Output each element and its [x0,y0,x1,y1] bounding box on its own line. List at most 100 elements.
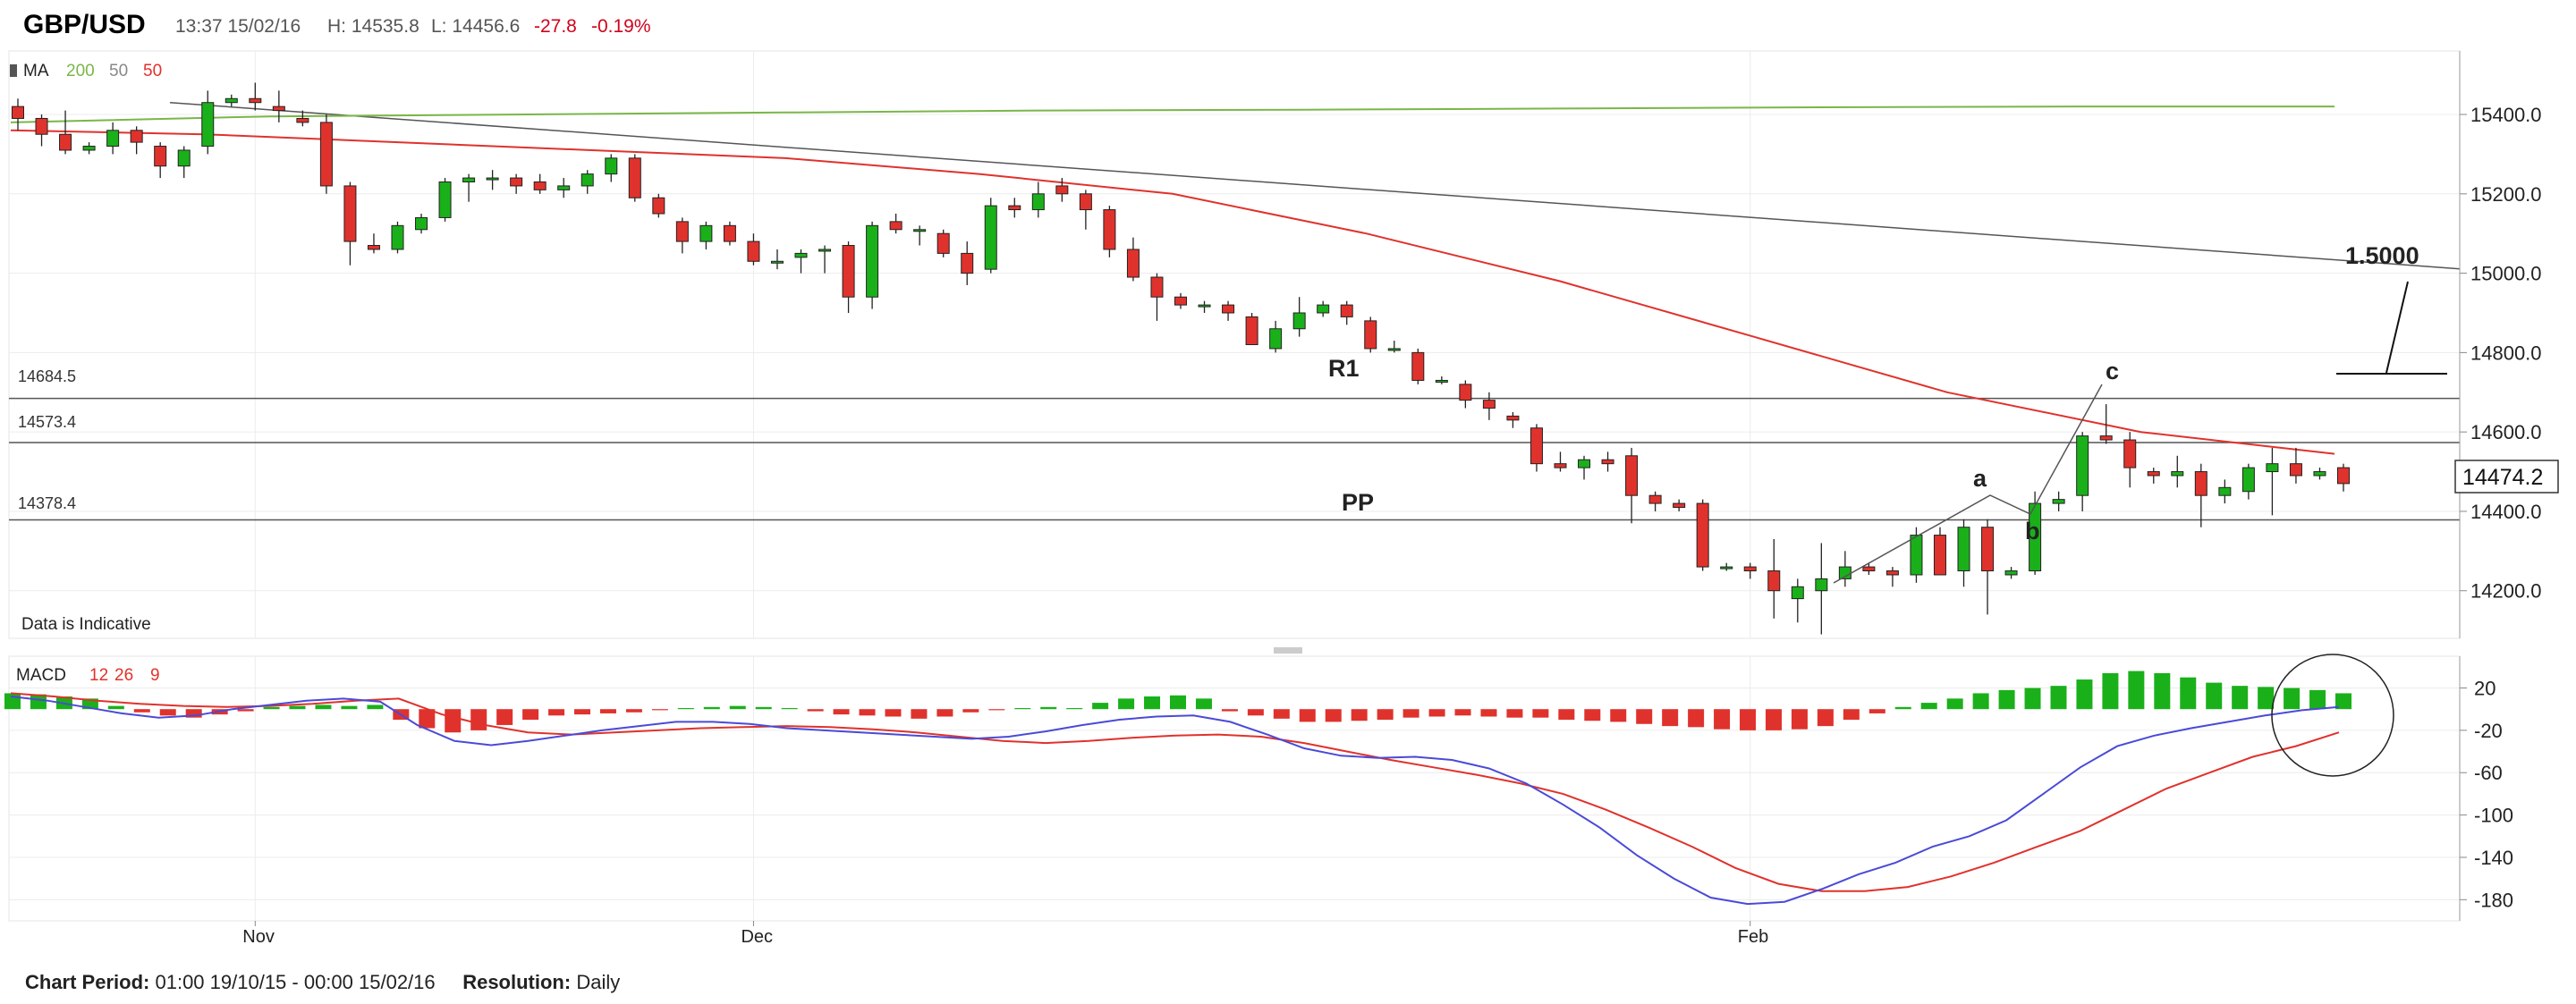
macd-bar-59 [1532,709,1549,718]
downtrend-line [169,101,2461,270]
candle-body-94 [2241,467,2255,493]
ma-legend-icon [10,64,17,77]
price-axis: 15400.0 15200.0 15000.0 14800.0 14600.0 14400… [2459,51,2542,638]
macd-bar-89 [2309,689,2326,710]
macd-bar-38 [988,709,1005,711]
candle-body-49 [1174,296,1187,306]
candle-body-58 [1387,348,1401,351]
candle-body-5 [130,130,143,143]
candle-body-51 [1222,304,1235,314]
candle-body-17 [415,216,428,231]
symbol-title: GBP/USD [23,10,146,39]
wave-a-label: a [1973,465,1987,492]
macd-legend-fast: 12 [89,666,108,685]
candle-body-16 [391,224,404,250]
indicative-note: Data is Indicative [21,615,151,634]
x-tick-label-0: Nov [242,927,275,947]
macd-bar-46 [1195,698,1212,710]
macd-bar-27 [703,706,720,710]
candle-body-61 [1459,384,1472,401]
macd-bar-22 [574,709,591,715]
y-tick-label-6: 14200.0 [2470,580,2542,603]
macd-legend-label: MACD [16,666,66,685]
candle-body-3 [82,146,96,151]
candle-body-85 [2029,502,2042,572]
y-tick-label-1: 15200.0 [2470,183,2542,206]
macd-bar-54 [1402,709,1419,718]
candle-body-57 [1364,320,1377,350]
candle-body-44 [1055,185,1069,195]
macd-bar-10 [263,706,280,710]
pp-label: PP [1342,489,1374,516]
candle-body-69 [1648,494,1662,504]
candle-body-1 [35,117,48,135]
ma50-line [10,129,2335,455]
macd-bar-50 [1299,709,1316,722]
macd-bar-67 [1740,709,1757,730]
macd-bar-30 [781,708,798,710]
candle-body-32 [770,260,784,264]
candle-body-84 [2004,570,2018,576]
macd-bar-62 [1610,709,1627,722]
macd-bar-28 [729,705,746,710]
macd-bar-86 [2232,686,2249,710]
candle-body-65 [1554,463,1567,468]
candlesticks [12,82,2350,635]
signal-line [10,692,2340,892]
candle-body-39 [936,232,950,254]
macd-bar-19 [496,709,513,725]
ma200-line [10,105,2334,123]
target-label: 1.5000 [2345,242,2419,269]
candle-body-12 [296,117,309,123]
macd-bar-74 [1920,703,1937,710]
last-price-box [2454,460,2559,494]
ma-legend-50a: 50 [109,62,128,80]
candle-body-34 [818,249,832,252]
macd-axis: 20 -20 -60 -100 -140 -180 [2459,656,2513,921]
macd-bar-73 [1894,706,1911,710]
y-tick-label-3: 14800.0 [2470,342,2542,364]
price-panel [8,50,2461,639]
candle-body-55 [1317,304,1330,314]
macd-bar-82 [2128,671,2145,710]
resolution-label: Resolution: [462,971,572,993]
candle-body-23 [557,185,571,190]
candle-body-43 [1031,193,1045,211]
candle-body-91 [2171,471,2184,477]
candle-body-50 [1198,304,1211,308]
candle-body-4 [106,130,120,148]
macd-bar-39 [1014,708,1031,710]
candle-body-33 [794,252,808,258]
macd-bar-58 [1506,709,1523,718]
macd-bar-25 [651,709,668,711]
macd-bar-60 [1558,709,1575,721]
candle-body-78 [1862,566,1876,572]
candle-body-83 [1981,527,1995,572]
panel-resize-handle[interactable] [1274,647,1302,654]
last-price-value: 14474.2 [2462,465,2543,490]
candle-body-56 [1340,304,1353,317]
macd-bar-71 [1843,709,1860,721]
macd-tick-label-3: -100 [2474,805,2513,827]
macd-bar-29 [755,706,772,710]
candle-body-45 [1079,193,1092,211]
macd-bar-12 [315,704,332,710]
macd-legend-signal: 9 [150,666,160,685]
macd-line [10,696,2340,906]
quote-time: 13:37 15/02/16 [175,16,301,37]
macd-bar-49 [1273,709,1290,719]
r1-label: R1 [1328,355,1360,382]
chart-period-label: Chart Period: [25,971,150,993]
candle-body-0 [12,105,24,119]
macd-bar-33 [859,709,876,716]
chart-period-value: 01:00 19/10/15 - 00:00 15/02/16 [155,971,436,993]
macd-bar-75 [1946,698,1963,710]
candle-body-98 [2337,467,2350,485]
candle-body-14 [343,185,357,242]
macd-bar-16 [419,709,436,729]
macd-tick-label-5: -180 [2474,889,2513,911]
candle-body-67 [1601,459,1614,465]
candle-body-63 [1506,415,1520,421]
ma-legend-200: 200 [66,62,95,80]
